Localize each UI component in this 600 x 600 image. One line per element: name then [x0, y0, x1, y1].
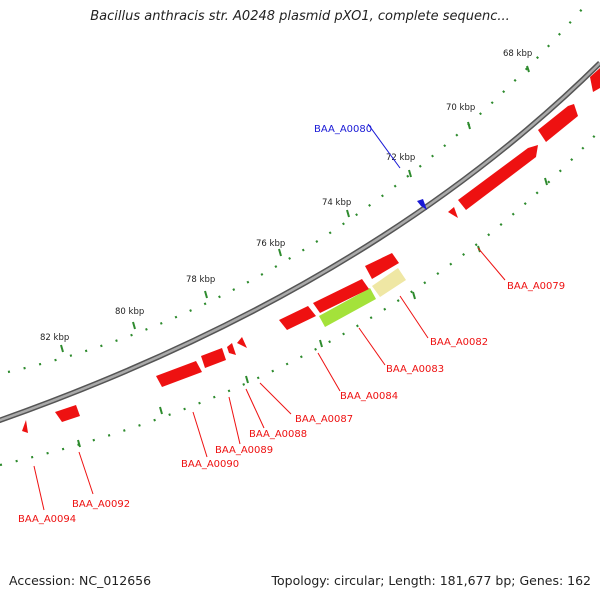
gene-feature-baa-a0078[interactable]: [458, 145, 538, 210]
gene-labels[interactable]: BAA_A0079 BAA_A0080 BAA_A0082 BAA_A0083 …: [18, 124, 565, 525]
scale-label-76: 76 kbp: [256, 239, 285, 249]
scale-label-70: 70 kbp: [446, 103, 475, 113]
gene-feature-baa-a0083[interactable]: [319, 288, 376, 327]
gene-label-baa-a0079[interactable]: BAA_A0079: [507, 281, 565, 292]
scale-labels: 68 kbp 70 kbp 72 kbp 74 kbp 76 kbp 78 kb…: [40, 49, 532, 353]
gene-label-baa-a0084[interactable]: BAA_A0084: [340, 391, 398, 402]
scale-label-74: 74 kbp: [322, 198, 351, 208]
gene-feature-baa-a0087[interactable]: [227, 343, 236, 355]
gene-feature-baa-a0077[interactable]: [538, 104, 578, 142]
gene-feature-baa-a0079[interactable]: [448, 207, 458, 218]
scale-label-68: 68 kbp: [503, 49, 532, 59]
gene-feature-baa-a0090[interactable]: [156, 361, 202, 387]
topology-stats: Topology: circular; Length: 181,677 bp; …: [271, 573, 592, 588]
scale-label-78: 78 kbp: [186, 275, 215, 285]
gene-label-baa-a0082[interactable]: BAA_A0082: [430, 337, 488, 348]
gene-label-baa-a0088[interactable]: BAA_A0088: [249, 429, 307, 440]
gene-label-baa-a0092[interactable]: BAA_A0092: [72, 499, 130, 510]
gene-label-baa-a0080[interactable]: BAA_A0080: [314, 124, 372, 135]
gene-feature-baa-a0081[interactable]: [365, 253, 399, 279]
gene-feature-baa-a0076[interactable]: [590, 68, 600, 92]
gene-feature-baa-a0085[interactable]: [279, 306, 316, 330]
gene-feature-baa-a0088[interactable]: [201, 348, 226, 368]
inner-ring-ticks: [77, 177, 548, 448]
gene-leader-lines: [33, 123, 506, 511]
outer-tick-ring: [7, 0, 591, 374]
plasmid-backbone: [0, 61, 600, 424]
gene-label-baa-a0089[interactable]: BAA_A0089: [215, 445, 273, 456]
accession-text: Accession: NC_012656: [9, 573, 152, 588]
gene-label-baa-a0090[interactable]: BAA_A0090: [181, 459, 239, 470]
gene-feature-baa-a0094[interactable]: [22, 420, 28, 433]
gene-label-baa-a0087[interactable]: BAA_A0087: [295, 414, 353, 425]
gene-feature-baa-a0082[interactable]: [372, 268, 406, 297]
scale-label-80: 80 kbp: [115, 307, 144, 317]
gene-feature-baa-a0084[interactable]: [313, 279, 369, 313]
scale-label-72: 72 kbp: [386, 153, 415, 163]
gene-feature-baa-a0086[interactable]: [237, 337, 247, 348]
gene-feature-baa-a0080[interactable]: [417, 199, 427, 210]
gene-feature-baa-a0092[interactable]: [55, 405, 80, 422]
gene-label-baa-a0083[interactable]: BAA_A0083: [386, 364, 444, 375]
scale-label-82: 82 kbp: [40, 333, 69, 343]
gene-features[interactable]: [22, 68, 600, 433]
map-title: Bacillus anthracis str. A0248 plasmid pX…: [90, 9, 510, 24]
gene-label-baa-a0094[interactable]: BAA_A0094: [18, 514, 76, 525]
